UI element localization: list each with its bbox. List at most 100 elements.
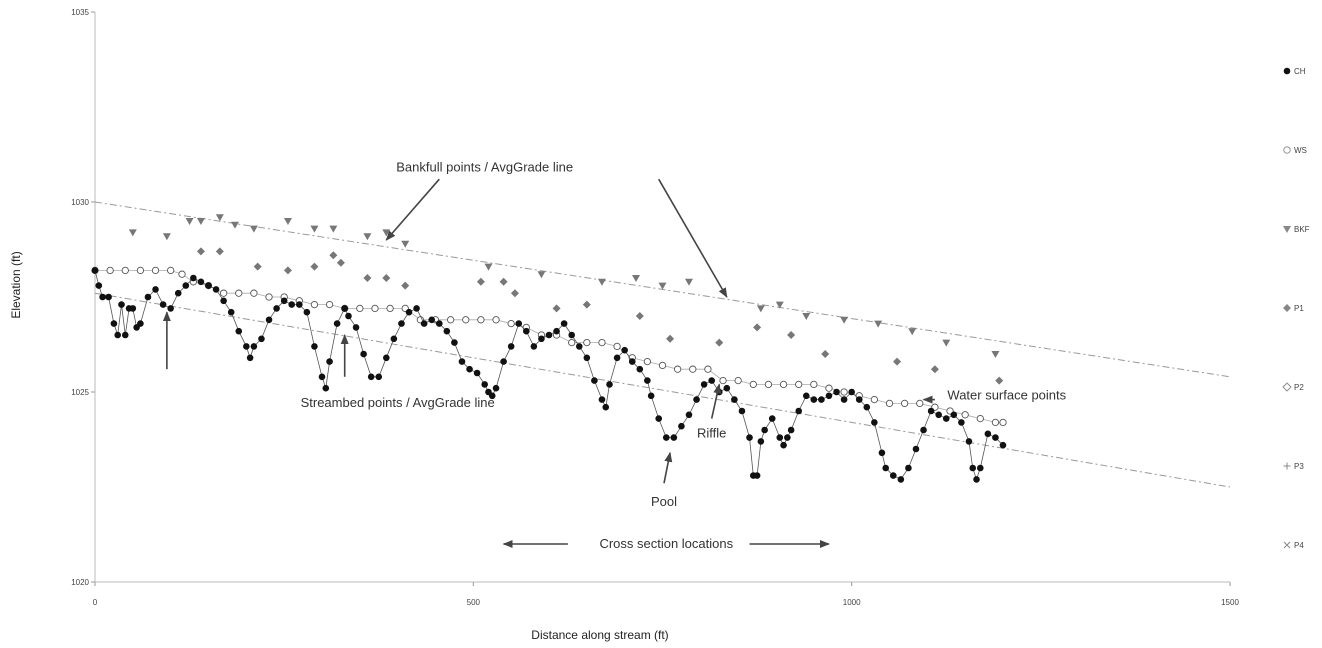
data-point-ch bbox=[105, 293, 112, 301]
data-point-ch bbox=[613, 354, 621, 362]
data-point-ws bbox=[167, 266, 175, 275]
data-point-ch bbox=[905, 464, 912, 472]
data-point-ws bbox=[976, 414, 984, 423]
data-point-p1 bbox=[476, 277, 485, 286]
series-ws-line bbox=[95, 270, 1003, 423]
data-point-ch bbox=[507, 343, 515, 350]
data-point-ws bbox=[870, 395, 879, 404]
data-point-ch bbox=[280, 297, 288, 305]
data-point-ch bbox=[912, 445, 920, 453]
data-point-ch bbox=[965, 438, 973, 445]
data-point-p1 bbox=[329, 251, 338, 260]
data-point-p1 bbox=[382, 274, 391, 282]
data-point-ch bbox=[678, 422, 685, 430]
data-point-ch bbox=[731, 396, 738, 403]
data-point-ch bbox=[523, 327, 530, 335]
data-point-ws bbox=[568, 338, 576, 347]
data-point-ch bbox=[273, 305, 280, 312]
data-point-ch bbox=[685, 411, 693, 419]
legend-item-p4: P4 bbox=[1283, 541, 1304, 550]
data-point-ch bbox=[746, 434, 753, 441]
data-point-ch bbox=[583, 354, 591, 362]
data-point-p1 bbox=[283, 266, 292, 275]
data-point-ws bbox=[325, 300, 334, 309]
legend-item-p3: P3 bbox=[1283, 462, 1304, 471]
data-point-bkf bbox=[196, 218, 205, 225]
data-point-ch bbox=[950, 411, 958, 419]
data-point-ch bbox=[992, 434, 999, 441]
data-point-ch bbox=[167, 305, 174, 312]
legend-item-p2: P2 bbox=[1282, 382, 1304, 392]
x-axis-title: Distance along stream (ft) bbox=[531, 628, 668, 642]
data-point-ws bbox=[900, 399, 909, 408]
data-point-p1 bbox=[666, 334, 675, 343]
data-point-ch bbox=[91, 267, 99, 274]
data-point-ch bbox=[383, 354, 390, 362]
data-point-ch bbox=[428, 316, 436, 324]
data-point-ws bbox=[779, 380, 788, 389]
data-point-ch bbox=[708, 377, 715, 384]
data-point-ws bbox=[613, 342, 621, 351]
data-point-bkf bbox=[401, 240, 410, 248]
annotation-label: Pool bbox=[651, 494, 677, 509]
data-point-p1 bbox=[995, 376, 1004, 385]
data-point-ch bbox=[606, 381, 613, 388]
data-point-p1 bbox=[787, 331, 796, 339]
data-point-ch bbox=[538, 335, 545, 343]
data-point-ch bbox=[303, 308, 311, 316]
data-point-ws bbox=[265, 293, 273, 301]
data-point-ws bbox=[106, 266, 114, 275]
data-point-ch bbox=[973, 476, 980, 483]
annotation-arrow bbox=[385, 178, 440, 241]
data-point-ws bbox=[916, 399, 924, 408]
data-point-bkf bbox=[991, 351, 1000, 358]
data-point-ch bbox=[738, 407, 746, 415]
data-point-p1 bbox=[715, 338, 724, 347]
data-point-ch bbox=[246, 354, 254, 362]
data-point-ch bbox=[413, 305, 420, 312]
data-point-ch bbox=[390, 335, 398, 343]
data-point-ws bbox=[749, 380, 757, 389]
y-tick-label: 1030 bbox=[71, 198, 89, 207]
data-point-ch bbox=[969, 464, 977, 472]
series-p1 bbox=[196, 247, 1004, 385]
data-point-bkf bbox=[230, 221, 239, 229]
x-tick-label: 1500 bbox=[1221, 598, 1239, 607]
data-point-ch bbox=[693, 396, 700, 403]
data-point-bkf bbox=[382, 229, 391, 237]
data-point-ws bbox=[795, 380, 803, 389]
data-point-ch bbox=[212, 286, 220, 293]
data-point-ch bbox=[802, 392, 810, 400]
data-point-ws bbox=[598, 338, 606, 347]
data-point-ch bbox=[190, 274, 197, 282]
data-point-ch bbox=[855, 396, 863, 403]
data-point-p1 bbox=[821, 350, 830, 358]
data-point-bkf bbox=[597, 278, 606, 286]
data-point-p1 bbox=[499, 277, 508, 286]
data-point-ws bbox=[219, 289, 228, 297]
annotation-label: Bankfull points / AvgGrade line bbox=[396, 160, 573, 175]
data-point-bkf bbox=[162, 233, 171, 241]
data-point-ch bbox=[466, 365, 473, 373]
data-point-ws bbox=[371, 304, 379, 313]
legend-marker-p4 bbox=[1283, 541, 1291, 549]
data-point-ch bbox=[296, 301, 303, 308]
data-point-ch bbox=[545, 331, 553, 339]
annotation-label: Water surface points bbox=[947, 388, 1066, 403]
data-point-ch bbox=[889, 472, 897, 479]
data-point-bkf bbox=[775, 301, 784, 309]
data-point-ch bbox=[352, 324, 360, 331]
data-point-ch bbox=[878, 449, 886, 457]
data-point-ws bbox=[764, 380, 773, 389]
data-point-ch bbox=[700, 381, 708, 388]
data-point-ch bbox=[311, 343, 318, 350]
data-point-ch bbox=[265, 316, 273, 324]
data-point-ws bbox=[386, 304, 394, 313]
data-point-ch bbox=[977, 464, 984, 472]
data-point-p1 bbox=[253, 262, 262, 271]
legend-label: P2 bbox=[1294, 383, 1304, 392]
data-point-ws bbox=[999, 418, 1007, 427]
data-point-ch bbox=[810, 396, 818, 403]
data-point-p1 bbox=[215, 247, 224, 256]
data-point-ch bbox=[420, 320, 428, 327]
